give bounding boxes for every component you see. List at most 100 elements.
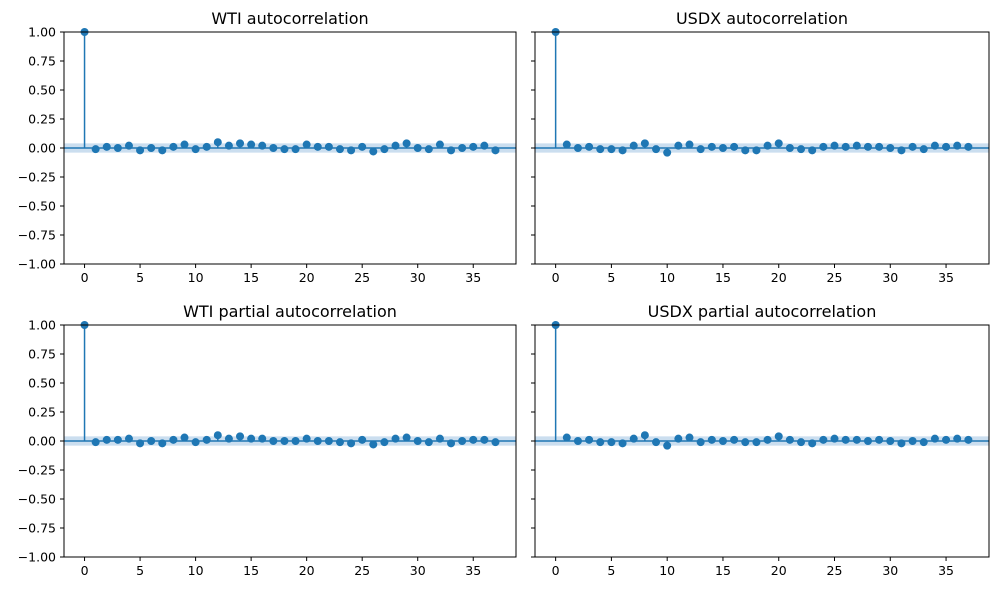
data-point [573,437,582,445]
data-point [953,434,962,443]
data-point [685,433,694,442]
data-point [91,438,100,447]
data-point [629,434,638,443]
data-point [573,144,582,152]
x-tick-label: 0 [81,270,89,285]
data-point [213,138,222,147]
data-point [469,435,478,444]
data-point [707,435,716,444]
data-point [413,437,422,445]
data-point [380,438,389,447]
data-point [435,140,444,149]
data-point [674,434,683,443]
data-point [447,439,456,448]
data-point [741,438,750,447]
data-point [908,142,917,151]
data-point [596,145,605,154]
data-point [908,437,917,445]
data-point [347,146,356,155]
data-point [435,434,444,443]
data-point [718,144,727,152]
data-point [607,438,616,447]
data-point [269,437,278,445]
data-point [124,141,133,150]
data-point [674,141,683,150]
data-point [180,140,189,149]
y-tick-label: −0.50 [18,492,56,507]
data-point [458,437,467,445]
data-point [424,145,433,154]
data-point [158,439,167,448]
chart-title: WTI partial autocorrelation [183,302,397,321]
data-point [191,438,200,447]
data-point [202,435,211,444]
data-point [91,145,100,154]
data-point [730,435,739,444]
data-point [618,439,627,448]
data-point [469,142,478,151]
y-tick-label: 0.75 [28,347,56,362]
panel-usdx-acf: 0 5 10 15 20 25 30 35 USDX autocorrelation [531,9,990,285]
x-tick-label: 25 [354,563,370,578]
data-point [562,433,571,442]
data-point [819,142,828,151]
data-point [897,146,906,155]
y-tick-label: 1.00 [28,318,56,333]
data-point [136,439,145,448]
x-tick-label: 5 [607,563,615,578]
data-point [797,145,806,154]
x-tick-label: 30 [410,270,426,285]
data-point [313,142,322,151]
data-point [640,139,649,148]
data-point [491,146,500,155]
data-point [585,142,594,151]
data-point [480,435,489,444]
y-tick-label: −1.00 [18,550,56,565]
data-point [180,433,189,442]
data-point [169,435,178,444]
data-point [258,434,267,443]
data-point [852,141,861,150]
panel-wti-acf: 0 5 10 15 20 25 30 35 1.00 0.75 0.50 0.25 0.00 −0.25 −… [18,9,517,285]
data-point [480,141,489,150]
data-point [718,437,727,445]
data-point [335,438,344,447]
x-tick-label: 15 [715,270,731,285]
data-point [696,145,705,154]
data-point [886,144,895,152]
x-tick-label: 35 [938,270,954,285]
data-point [335,145,344,154]
chart-title: USDX partial autocorrelation [648,302,877,321]
data-point [663,441,672,450]
data-point [224,434,233,443]
data-point [424,438,433,447]
y-tick-label: −0.75 [18,521,56,536]
chart-title: USDX autocorrelation [676,9,848,28]
data-point [964,435,973,444]
data-point [258,141,267,150]
data-point [213,431,222,440]
data-point [863,142,872,151]
data-point [652,145,661,154]
data-point [236,139,245,148]
y-tick-label: 0.00 [28,434,56,449]
data-point [607,145,616,154]
data-point [942,435,951,444]
data-point [763,141,772,150]
x-tick-label: 35 [465,270,481,285]
data-point [402,139,411,148]
data-point [774,139,783,148]
y-tick-label: −0.25 [18,463,56,478]
data-point [763,435,772,444]
data-point [169,142,178,151]
data-point [629,141,638,150]
y-tick-label: 0.25 [28,112,56,127]
y-tick-label: 0.25 [28,405,56,420]
data-point [808,146,817,155]
data-point [280,437,289,445]
data-point [358,142,367,151]
data-point [147,437,156,445]
x-tick-label: 10 [188,563,204,578]
data-point [324,142,333,151]
data-point [302,140,311,149]
